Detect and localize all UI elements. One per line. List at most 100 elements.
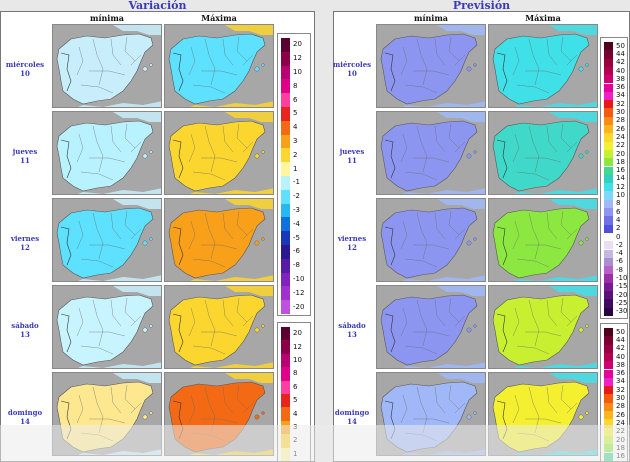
legend-swatch (604, 344, 613, 353)
legend-label: -20 (293, 302, 305, 311)
legend-label: -2 (293, 192, 300, 201)
variation-max-map-0 (164, 24, 274, 108)
legend-label: 12 (293, 54, 302, 63)
variation-min-map-2 (52, 198, 162, 282)
legend-swatch (281, 79, 290, 94)
legend-swatch (604, 419, 613, 428)
prevision-panel: Previsión mínima Máxima miércoles 10 jueve… (333, 0, 630, 462)
variacion-col-min: mínima (89, 13, 124, 23)
legend-entry: 4 (601, 215, 627, 225)
legend-label: 10 (293, 355, 302, 364)
forecast-max-map-2 (488, 198, 598, 282)
legend-entry: 16 (601, 166, 627, 175)
legend-swatch (281, 93, 290, 107)
day-label-3: sábado 13 (2, 321, 48, 339)
legend-entry: -12 (278, 286, 310, 301)
legend-label: 6 (616, 207, 621, 216)
legend-entry: -10 (601, 274, 627, 283)
legend-swatch (604, 224, 613, 233)
day-number: 11 (347, 156, 357, 165)
legend-entry: -10 (278, 272, 310, 287)
legend-entry: 26 (601, 411, 627, 420)
legend-entry: 12 (601, 182, 627, 192)
legend-label: 1 (293, 164, 298, 173)
day-name: miércoles (332, 60, 372, 69)
legend-swatch (604, 158, 613, 167)
legend-entry: 20 (601, 149, 627, 159)
legend-entry: 12 (278, 340, 310, 354)
legend-label: 34 (616, 91, 625, 100)
legend-entry: 8 (278, 79, 310, 94)
legend-label: 4 (616, 215, 621, 224)
legend-label: 5 (293, 396, 298, 405)
legend-entry: 6 (601, 207, 627, 217)
legend-label: 20 (293, 329, 302, 338)
legend-swatch (281, 407, 290, 421)
legend-swatch (604, 282, 613, 291)
legend-label: 10 (293, 67, 302, 76)
legend-label: -4 (293, 219, 300, 228)
legend-swatch (604, 141, 613, 150)
variation-max-map-3 (164, 285, 274, 369)
legend-label: -30 (616, 307, 628, 316)
legend-swatch (281, 394, 290, 408)
faded-footer-overlay (0, 425, 630, 462)
legend-entry: 32 (601, 100, 627, 109)
day-name: domingo (7, 408, 43, 417)
legend-entry: 14 (601, 174, 627, 184)
legend-entry: -5 (278, 231, 310, 245)
legend-swatch (281, 38, 290, 52)
legend-swatch (604, 191, 613, 200)
legend-label: -5 (293, 233, 300, 242)
legend-entry: 38 (601, 75, 627, 84)
legend-label: -8 (616, 265, 623, 274)
legend-label: -6 (293, 247, 300, 256)
forecast-min-map-3 (376, 285, 486, 369)
legend-swatch (281, 189, 290, 204)
legend-entry: -30 (601, 307, 628, 316)
forecast-max-map-1 (488, 111, 598, 195)
legend-swatch (604, 208, 613, 217)
legend-swatch (281, 380, 290, 394)
legend-swatch (604, 42, 613, 51)
legend-entry: 28 (601, 402, 627, 411)
day-number: 14 (347, 417, 357, 426)
legend-swatch (281, 176, 290, 190)
legend-entry: 40 (601, 352, 627, 362)
legend-swatch (604, 58, 613, 67)
forecast-max-map-3 (488, 285, 598, 369)
legend-label: 38 (616, 360, 625, 369)
legend-label: 24 (616, 418, 625, 427)
legend-swatch (281, 148, 290, 163)
legend-swatch (281, 107, 290, 121)
forecast-min-map-1 (376, 111, 486, 195)
legend-label: 6 (293, 95, 298, 104)
legend-swatch (604, 100, 613, 109)
day-number: 12 (20, 243, 30, 252)
legend-label: 30 (616, 108, 625, 117)
legend-entry: 32 (601, 386, 627, 395)
legend-swatch (604, 352, 613, 362)
legend-swatch (604, 386, 613, 395)
legend-swatch (604, 241, 613, 250)
legend-swatch (604, 183, 613, 192)
legend-entry: 42 (601, 58, 627, 67)
legend-entry: 38 (601, 360, 627, 370)
legend-swatch (604, 249, 613, 258)
legend-label: 12 (616, 182, 625, 191)
legend-label: 8 (616, 199, 621, 208)
prevision-col-min: mínima (413, 13, 448, 23)
legend-entry: 20 (278, 327, 310, 341)
legend-entry: 34 (601, 91, 627, 101)
legend-entry: 50 (601, 328, 627, 337)
legend-entry: 4 (278, 120, 310, 135)
legend-entry: 3 (278, 134, 310, 149)
forecast-min-map-0 (376, 24, 486, 108)
legend-entry: 44 (601, 336, 627, 345)
legend-label: -15 (616, 282, 628, 291)
legend-swatch (281, 231, 290, 245)
legend-entry: 5 (278, 107, 310, 121)
variation-max-map-1 (164, 111, 274, 195)
variation-min-map-3 (52, 285, 162, 369)
legend-swatch (604, 328, 613, 337)
